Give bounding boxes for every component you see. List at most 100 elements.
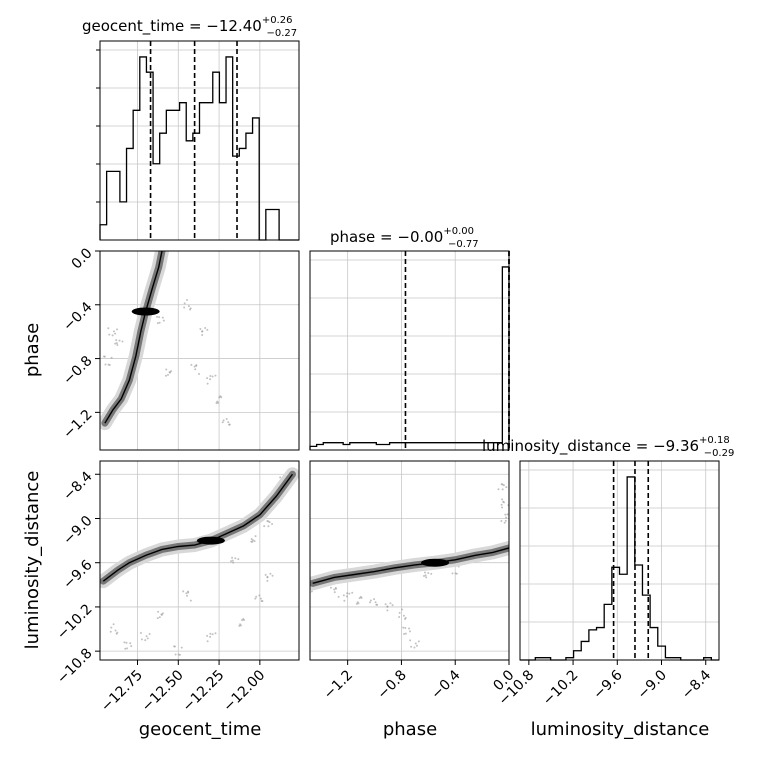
- xtick-label-luminosity-distance-2: −9.6: [590, 667, 625, 702]
- panel-border-luminosity-distance-vs-geocent-time: [99, 460, 300, 661]
- scatter-point-luminosity-distance-vs-geocent-time-8-4: [139, 631, 142, 634]
- scatter-point-luminosity-distance-vs-geocent-time-7-5: [124, 647, 127, 650]
- scatter-point-phase-vs-geocent-time-0-3: [164, 374, 167, 377]
- scatter-point-luminosity-distance-vs-phase-5-5: [389, 602, 392, 605]
- scatter-point-luminosity-distance-vs-phase-6-0: [398, 615, 401, 618]
- scatter-point-luminosity-distance-vs-geocent-time-7-3: [123, 641, 126, 644]
- xtick-label-geocent-time-3: −12.00: [220, 667, 268, 715]
- scatter-point-luminosity-distance-vs-phase-10-5: [423, 571, 426, 574]
- ytick-label-phase-0: −1.2: [60, 407, 95, 442]
- hist-step-geocent-time: [99, 56, 299, 241]
- scatter-point-phase-vs-geocent-time-5-0: [206, 328, 209, 331]
- scatter-point-phase-vs-geocent-time-7-5: [156, 322, 159, 325]
- title-geocent-time: geocent_time = −12.40+0.26 −0.27: [82, 15, 297, 39]
- ytick-label-luminosity-distance-2: −9.6: [60, 557, 95, 592]
- scatter-point-luminosity-distance-vs-geocent-time-4-3: [258, 594, 261, 597]
- scatter-point-luminosity-distance-vs-phase-8-5: [415, 644, 418, 647]
- scatter-point-luminosity-distance-vs-phase-8-3: [417, 640, 420, 643]
- scatter-point-luminosity-distance-vs-geocent-time-1-1: [185, 592, 188, 595]
- scatter-point-luminosity-distance-vs-geocent-time-0-2: [160, 613, 163, 616]
- scatter-point-luminosity-distance-vs-phase-13-3: [497, 488, 500, 491]
- scatter-point-phase-vs-geocent-time-3-4: [217, 401, 220, 404]
- scatter-point-luminosity-distance-vs-phase-1-5: [337, 595, 340, 598]
- scatter-point-luminosity-distance-vs-phase-5-4: [384, 603, 387, 606]
- scatter-point-luminosity-distance-vs-geocent-time-5-3: [266, 575, 269, 578]
- panel-border-phase-vs-geocent-time: [99, 250, 300, 451]
- scatter-point-luminosity-distance-vs-geocent-time-6-0: [109, 630, 112, 633]
- ytick-label-luminosity-distance-4: −8.4: [60, 469, 95, 504]
- scatter-point-luminosity-distance-vs-phase-9-1: [451, 572, 454, 575]
- scatter-point-luminosity-distance-vs-phase-6-4: [400, 608, 403, 611]
- scatter-point-luminosity-distance-vs-geocent-time-0-5: [158, 616, 161, 619]
- panel-border-hist-geocent-time: [99, 40, 300, 241]
- scatter-point-phase-vs-geocent-time-2-2: [209, 378, 212, 381]
- scatter-point-luminosity-distance-vs-geocent-time-10-4: [237, 558, 240, 561]
- hist-step-phase: [309, 266, 510, 450]
- ytick-label-phase-1: −0.8: [60, 353, 95, 388]
- scatter-point-luminosity-distance-vs-phase-12-5: [500, 503, 503, 506]
- scatter-point-luminosity-distance-vs-phase-9-4: [454, 572, 457, 575]
- scatter-point-luminosity-distance-vs-phase-5-3: [386, 605, 389, 608]
- density-peak-phase-vs-geocent-time: [131, 307, 160, 316]
- scatter-point-luminosity-distance-vs-geocent-time-10-2: [230, 560, 233, 563]
- scatter-point-luminosity-distance-vs-phase-12-4: [502, 500, 505, 503]
- scatter-point-luminosity-distance-vs-phase-0-5: [310, 590, 313, 593]
- scatter-point-phase-vs-geocent-time-10-1: [116, 344, 119, 347]
- scatter-point-phase-vs-geocent-time-10-2: [114, 342, 117, 345]
- scatter-point-luminosity-distance-vs-geocent-time-0-3: [156, 617, 159, 620]
- scatter-point-luminosity-distance-vs-phase-1-2: [334, 587, 337, 590]
- scatter-point-phase-vs-geocent-time-7-4: [161, 316, 164, 319]
- scatter-point-phase-vs-geocent-time-8-1: [112, 330, 115, 333]
- xtick-label-geocent-time-1: −12.50: [139, 667, 187, 715]
- scatter-point-luminosity-distance-vs-geocent-time-9-1: [174, 653, 177, 656]
- scatter-point-phase-vs-geocent-time-7-3: [156, 315, 159, 318]
- scatter-point-luminosity-distance-vs-phase-11-1: [504, 513, 507, 516]
- xlabel-phase: phase: [383, 719, 437, 740]
- xlabel-geocent-time: geocent_time: [139, 719, 262, 740]
- scatter-point-luminosity-distance-vs-phase-8-4: [409, 639, 412, 642]
- scatter-point-phase-vs-geocent-time-9-3: [102, 355, 105, 358]
- scatter-point-luminosity-distance-vs-phase-7-3: [402, 626, 405, 629]
- scatter-point-luminosity-distance-vs-geocent-time-1-3: [186, 594, 189, 597]
- scatter-point-luminosity-distance-vs-phase-10-3: [424, 574, 427, 577]
- scatter-point-luminosity-distance-vs-geocent-time-2-5: [209, 632, 212, 635]
- xtick-label-luminosity-distance-1: −10.2: [540, 667, 582, 709]
- density-group-luminosity-distance-vs-geocent-time: [100, 467, 299, 656]
- scatter-point-luminosity-distance-vs-geocent-time-14-3: [253, 540, 256, 543]
- scatter-point-phase-vs-geocent-time-7-2: [158, 321, 161, 324]
- scatter-point-luminosity-distance-vs-geocent-time-5-4: [264, 573, 267, 576]
- scatter-point-luminosity-distance-vs-geocent-time-12-3: [279, 476, 282, 479]
- scatter-point-phase-vs-geocent-time-7-0: [158, 316, 161, 319]
- scatter-point-luminosity-distance-vs-geocent-time-3-3: [238, 624, 241, 627]
- scatter-point-luminosity-distance-vs-phase-11-0: [506, 513, 509, 516]
- scatter-point-luminosity-distance-vs-phase-7-1: [409, 630, 412, 633]
- scatter-point-phase-vs-geocent-time-9-5: [110, 356, 113, 359]
- scatter-point-luminosity-distance-vs-phase-6-2: [404, 616, 407, 619]
- scatter-point-luminosity-distance-vs-geocent-time-8-2: [140, 638, 143, 641]
- scatter-point-luminosity-distance-vs-phase-3-4: [357, 602, 360, 605]
- scatter-point-luminosity-distance-vs-geocent-time-2-3: [211, 633, 214, 636]
- panel-border-hist-luminosity-distance: [519, 460, 720, 661]
- scatter-point-luminosity-distance-vs-phase-6-5: [398, 611, 401, 614]
- scatter-point-luminosity-distance-vs-geocent-time-7-2: [126, 647, 129, 650]
- scatter-point-luminosity-distance-vs-phase-12-2: [501, 506, 504, 509]
- scatter-point-phase-vs-geocent-time-1-1: [193, 365, 196, 368]
- scatter-point-luminosity-distance-vs-geocent-time-5-2: [266, 579, 269, 582]
- scatter-point-luminosity-distance-vs-geocent-time-3-4: [239, 624, 242, 627]
- scatter-point-phase-vs-geocent-time-2-0: [206, 377, 209, 380]
- scatter-point-phase-vs-geocent-time-1-5: [197, 373, 200, 376]
- scatter-point-phase-vs-geocent-time-2-4: [206, 382, 209, 385]
- scatter-point-phase-vs-geocent-time-6-0: [183, 306, 186, 309]
- scatter-point-luminosity-distance-vs-geocent-time-10-0: [234, 557, 237, 560]
- scatter-point-luminosity-distance-vs-phase-12-3: [501, 498, 504, 501]
- scatter-point-luminosity-distance-vs-geocent-time-2-0: [206, 634, 209, 637]
- scatter-point-luminosity-distance-vs-phase-13-5: [505, 486, 508, 489]
- scatter-point-luminosity-distance-vs-geocent-time-7-4: [129, 642, 132, 645]
- scatter-point-luminosity-distance-vs-phase-10-0: [427, 571, 430, 574]
- scatter-point-luminosity-distance-vs-geocent-time-3-5: [242, 618, 245, 621]
- scatter-point-phase-vs-geocent-time-8-4: [107, 327, 110, 330]
- ytick-label-phase-3: 0.0: [69, 245, 96, 272]
- density-peak-luminosity-distance-vs-phase: [421, 558, 450, 567]
- title-phase: phase = −0.00+0.00 −0.77: [330, 226, 479, 250]
- density-group-luminosity-distance-vs-phase: [310, 483, 509, 649]
